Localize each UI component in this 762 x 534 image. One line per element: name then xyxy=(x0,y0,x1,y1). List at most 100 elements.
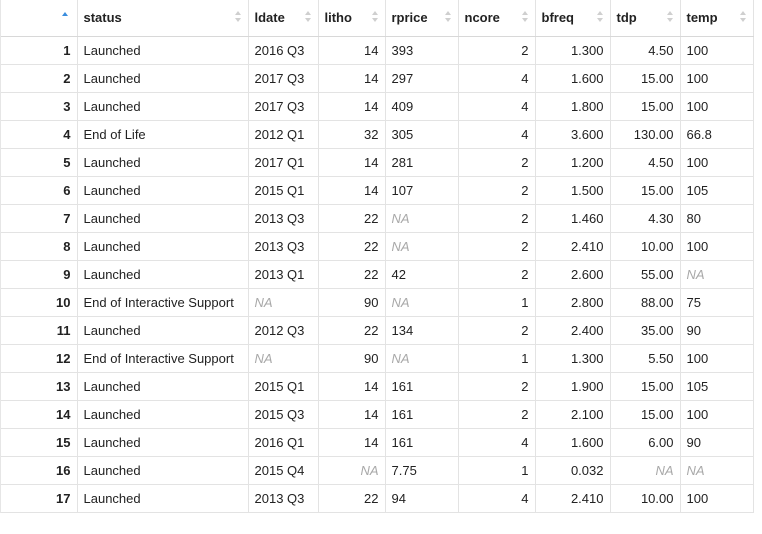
table-row: 13 Launched 2015 Q1 14 161 2 1.900 15.00 105 xyxy=(1,372,754,401)
row-number: 1 xyxy=(1,36,78,65)
cell-temp: 75 xyxy=(680,288,754,317)
cell-status: Launched xyxy=(77,456,249,485)
row-number: 2 xyxy=(1,64,78,93)
row-number: 8 xyxy=(1,232,78,261)
header-row: status ldate litho rprice ncore xyxy=(1,0,754,37)
cell-ldate: 2017 Q3 xyxy=(248,64,319,93)
column-header-temp[interactable]: temp xyxy=(680,0,754,37)
cell-temp: 100 xyxy=(680,400,754,429)
sort-icon[interactable] xyxy=(371,11,379,25)
header-label: tdp xyxy=(616,10,637,26)
column-header-rprice[interactable]: rprice xyxy=(385,0,459,37)
cell-status: Launched xyxy=(77,260,249,289)
cell-bfreq: 1.200 xyxy=(535,148,611,177)
sort-icon[interactable] xyxy=(666,11,674,25)
table-row: 3 Launched 2017 Q3 14 409 4 1.800 15.00 100 xyxy=(1,92,754,121)
table-row: 2 Launched 2017 Q3 14 297 4 1.600 15.00 100 xyxy=(1,64,754,93)
cell-bfreq: 1.600 xyxy=(535,64,611,93)
cell-temp: 100 xyxy=(680,92,754,121)
cell-bfreq: 1.500 xyxy=(535,176,611,205)
row-number: 3 xyxy=(1,92,78,121)
header-label: rprice xyxy=(391,10,428,26)
cell-ldate: 2016 Q1 xyxy=(248,428,319,457)
table-row: 1 Launched 2016 Q3 14 393 2 1.300 4.50 100 xyxy=(1,36,754,65)
cell-litho: 22 xyxy=(318,316,386,345)
cell-status: Launched xyxy=(77,316,249,345)
cell-rprice: 409 xyxy=(385,92,459,121)
row-number: 5 xyxy=(1,148,78,177)
sort-icon[interactable] xyxy=(304,11,312,25)
cell-status: Launched xyxy=(77,400,249,429)
sort-icon[interactable] xyxy=(234,11,242,25)
cell-litho: 90 xyxy=(318,344,386,373)
column-header-rownum[interactable] xyxy=(1,0,78,37)
cell-status: Launched xyxy=(77,148,249,177)
cell-bfreq: 2.410 xyxy=(535,484,611,513)
cell-litho: 14 xyxy=(318,428,386,457)
cell-bfreq: 2.800 xyxy=(535,288,611,317)
column-header-bfreq[interactable]: bfreq xyxy=(535,0,611,37)
cell-temp: 100 xyxy=(680,344,754,373)
cell-ncore: 2 xyxy=(458,36,536,65)
cell-bfreq: 1.300 xyxy=(535,36,611,65)
cell-tdp: 10.00 xyxy=(610,484,681,513)
cell-tdp: 88.00 xyxy=(610,288,681,317)
cell-rprice: 134 xyxy=(385,316,459,345)
cell-temp: NA xyxy=(680,260,754,289)
column-header-litho[interactable]: litho xyxy=(318,0,386,37)
cell-temp: 100 xyxy=(680,64,754,93)
cell-ldate: NA xyxy=(248,344,319,373)
cell-bfreq: 1.460 xyxy=(535,204,611,233)
cell-litho: 90 xyxy=(318,288,386,317)
row-number: 17 xyxy=(1,484,78,513)
cell-ncore: 1 xyxy=(458,344,536,373)
table-row: 8 Launched 2013 Q3 22 NA 2 2.410 10.00 100 xyxy=(1,232,754,261)
sort-icon[interactable] xyxy=(521,11,529,25)
cell-status: Launched xyxy=(77,484,249,513)
sort-ascending-icon[interactable] xyxy=(62,12,69,26)
cell-tdp: 35.00 xyxy=(610,316,681,345)
cell-tdp: 15.00 xyxy=(610,400,681,429)
cell-litho: 14 xyxy=(318,92,386,121)
header-label: status xyxy=(83,10,122,26)
cell-ldate: 2013 Q3 xyxy=(248,232,319,261)
cell-tdp: 15.00 xyxy=(610,92,681,121)
cell-status: End of Life xyxy=(77,120,249,149)
cell-temp: 100 xyxy=(680,36,754,65)
cell-tdp: 4.50 xyxy=(610,36,681,65)
cell-rprice: 161 xyxy=(385,428,459,457)
cell-bfreq: 0.032 xyxy=(535,456,611,485)
cell-ldate: NA xyxy=(248,288,319,317)
sort-icon[interactable] xyxy=(596,11,604,25)
cell-rprice: NA xyxy=(385,204,459,233)
cell-litho: 22 xyxy=(318,204,386,233)
cell-ldate: 2013 Q1 xyxy=(248,260,319,289)
cell-bfreq: 2.410 xyxy=(535,232,611,261)
column-header-tdp[interactable]: tdp xyxy=(610,0,681,37)
sort-icon[interactable] xyxy=(444,11,452,25)
cell-tdp: 10.00 xyxy=(610,232,681,261)
cell-rprice: 161 xyxy=(385,372,459,401)
table-row: 10 End of Interactive Support NA 90 NA 1 2.800… xyxy=(1,288,754,317)
cell-status: Launched xyxy=(77,428,249,457)
data-viewer-grid: status ldate litho rprice ncore xyxy=(0,0,754,513)
column-header-ncore[interactable]: ncore xyxy=(458,0,536,37)
cell-rprice: 161 xyxy=(385,400,459,429)
cell-ncore: 2 xyxy=(458,148,536,177)
table-row: 11 Launched 2012 Q3 22 134 2 2.400 35.00 90 xyxy=(1,316,754,345)
cell-ncore: 2 xyxy=(458,260,536,289)
sort-icon[interactable] xyxy=(739,11,747,25)
column-header-status[interactable]: status xyxy=(77,0,249,37)
cell-temp: NA xyxy=(680,456,754,485)
column-header-ldate[interactable]: ldate xyxy=(248,0,319,37)
cell-litho: 14 xyxy=(318,176,386,205)
cell-tdp: 4.30 xyxy=(610,204,681,233)
cell-bfreq: 2.600 xyxy=(535,260,611,289)
cell-ncore: 2 xyxy=(458,316,536,345)
cell-litho: 14 xyxy=(318,372,386,401)
cell-bfreq: 1.600 xyxy=(535,428,611,457)
cell-ncore: 4 xyxy=(458,92,536,121)
header-label: litho xyxy=(324,10,352,26)
table-row: 9 Launched 2013 Q1 22 42 2 2.600 55.00 NA xyxy=(1,260,754,289)
cell-temp: 105 xyxy=(680,372,754,401)
